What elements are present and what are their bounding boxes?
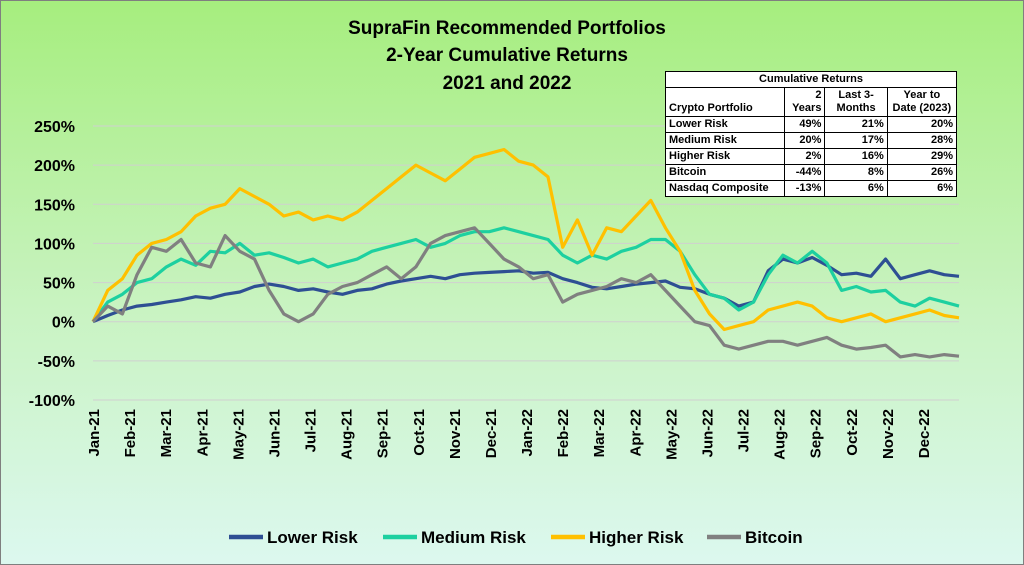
series-line-medium-risk bbox=[91, 226, 960, 323]
y-tick-label: -100% bbox=[29, 393, 75, 410]
x-tick-label: Dec-22 bbox=[916, 409, 933, 458]
chart-title-line: 2-Year Cumulative Returns bbox=[386, 45, 628, 66]
x-tick-label: Jul-22 bbox=[736, 409, 753, 452]
cumulative-returns-table: Cumulative Returns Crypto Portfolio 2 Ye… bbox=[665, 71, 958, 197]
y-tick-label: -50% bbox=[38, 354, 75, 371]
series-line-bitcoin bbox=[91, 226, 960, 359]
x-tick-label: Mar-21 bbox=[158, 409, 175, 457]
table-header-ytd: Year to Date (2023) bbox=[886, 87, 958, 117]
y-tick-label: 200% bbox=[34, 158, 75, 175]
table-cell: 29% bbox=[886, 148, 958, 165]
x-tick-label: Oct-22 bbox=[844, 409, 861, 456]
table-cell: 28% bbox=[886, 132, 958, 149]
table-header-2-years: 2 Years bbox=[783, 87, 826, 117]
table-cell: 17% bbox=[824, 132, 888, 149]
chart-title-line: SupraFin Recommended Portfolios bbox=[348, 18, 666, 39]
x-tick-label: Sep-21 bbox=[375, 409, 392, 458]
x-tick-label: May-22 bbox=[663, 409, 680, 460]
table-cell: 16% bbox=[824, 148, 888, 165]
table-cell: Nasdaq Composite bbox=[665, 180, 785, 197]
x-tick-label: Jun-22 bbox=[699, 409, 716, 457]
y-tick-label: 50% bbox=[43, 276, 75, 293]
x-tick-label: Jun-21 bbox=[266, 409, 283, 457]
table-cell: 21% bbox=[824, 116, 888, 133]
table-header-last-3-months: Last 3-Months bbox=[824, 87, 888, 117]
x-tick-label: Jan-21 bbox=[86, 409, 103, 457]
y-tick-label: 250% bbox=[34, 119, 75, 136]
x-tick-label: Nov-21 bbox=[447, 409, 464, 459]
table-cell: 49% bbox=[783, 116, 826, 133]
table-cell: 6% bbox=[886, 180, 958, 197]
x-tick-label: Sep-22 bbox=[808, 409, 825, 458]
y-tick-label: 150% bbox=[34, 197, 75, 214]
legend-label: Medium Risk bbox=[421, 528, 526, 547]
table-caption-row: Cumulative Returns bbox=[665, 71, 957, 88]
chart-title-line: 2021 and 2022 bbox=[443, 73, 572, 94]
table-cell: Higher Risk bbox=[665, 148, 785, 165]
table-row: Higher Risk 2% 16% 29% bbox=[665, 148, 958, 165]
table-cell: 20% bbox=[886, 116, 958, 133]
legend-label: Lower Risk bbox=[267, 528, 358, 547]
x-tick-label: Feb-21 bbox=[122, 409, 139, 457]
x-tick-label: Oct-21 bbox=[411, 409, 428, 456]
x-tick-label: Dec-21 bbox=[483, 409, 500, 458]
table-caption: Cumulative Returns bbox=[665, 71, 957, 88]
table-cell: 6% bbox=[824, 180, 888, 197]
x-tick-label: Jul-21 bbox=[303, 409, 320, 452]
legend-label: Bitcoin bbox=[745, 528, 803, 547]
table-row: Nasdaq Composite -13% 6% 6% bbox=[665, 180, 958, 197]
x-tick-label: Apr-21 bbox=[194, 409, 211, 457]
table-cell: 26% bbox=[886, 164, 958, 181]
table-cell: -44% bbox=[783, 164, 826, 181]
x-tick-label: May-21 bbox=[230, 409, 247, 460]
y-tick-label: 100% bbox=[34, 236, 75, 253]
x-tick-label: Jan-22 bbox=[519, 409, 536, 457]
table-cell: -13% bbox=[783, 180, 826, 197]
table-row: Bitcoin -44% 8% 26% bbox=[665, 164, 958, 181]
table-cell: 2% bbox=[783, 148, 826, 165]
table-cell: 8% bbox=[824, 164, 888, 181]
x-tick-label: Feb-22 bbox=[555, 409, 572, 457]
x-tick-label: Mar-22 bbox=[591, 409, 608, 457]
table-row: Medium Risk 20% 17% 28% bbox=[665, 132, 958, 149]
x-tick-label: Aug-22 bbox=[772, 409, 789, 460]
y-tick-label: 0% bbox=[52, 315, 75, 332]
table-cell: Lower Risk bbox=[665, 116, 785, 133]
x-tick-label: Aug-21 bbox=[339, 409, 356, 460]
table-cell: 20% bbox=[783, 132, 826, 149]
table-cell: Medium Risk bbox=[665, 132, 785, 149]
table-header-portfolio: Crypto Portfolio bbox=[665, 87, 785, 117]
series-line-higher-risk bbox=[91, 147, 960, 332]
table-cell: Bitcoin bbox=[665, 164, 785, 181]
x-tick-label: Apr-22 bbox=[627, 409, 644, 457]
x-tick-label: Nov-22 bbox=[880, 409, 897, 459]
table-row: Lower Risk 49% 21% 20% bbox=[665, 116, 958, 133]
table-header-row: Crypto Portfolio 2 Years Last 3-Months Y… bbox=[665, 87, 958, 117]
legend-label: Higher Risk bbox=[589, 528, 684, 547]
